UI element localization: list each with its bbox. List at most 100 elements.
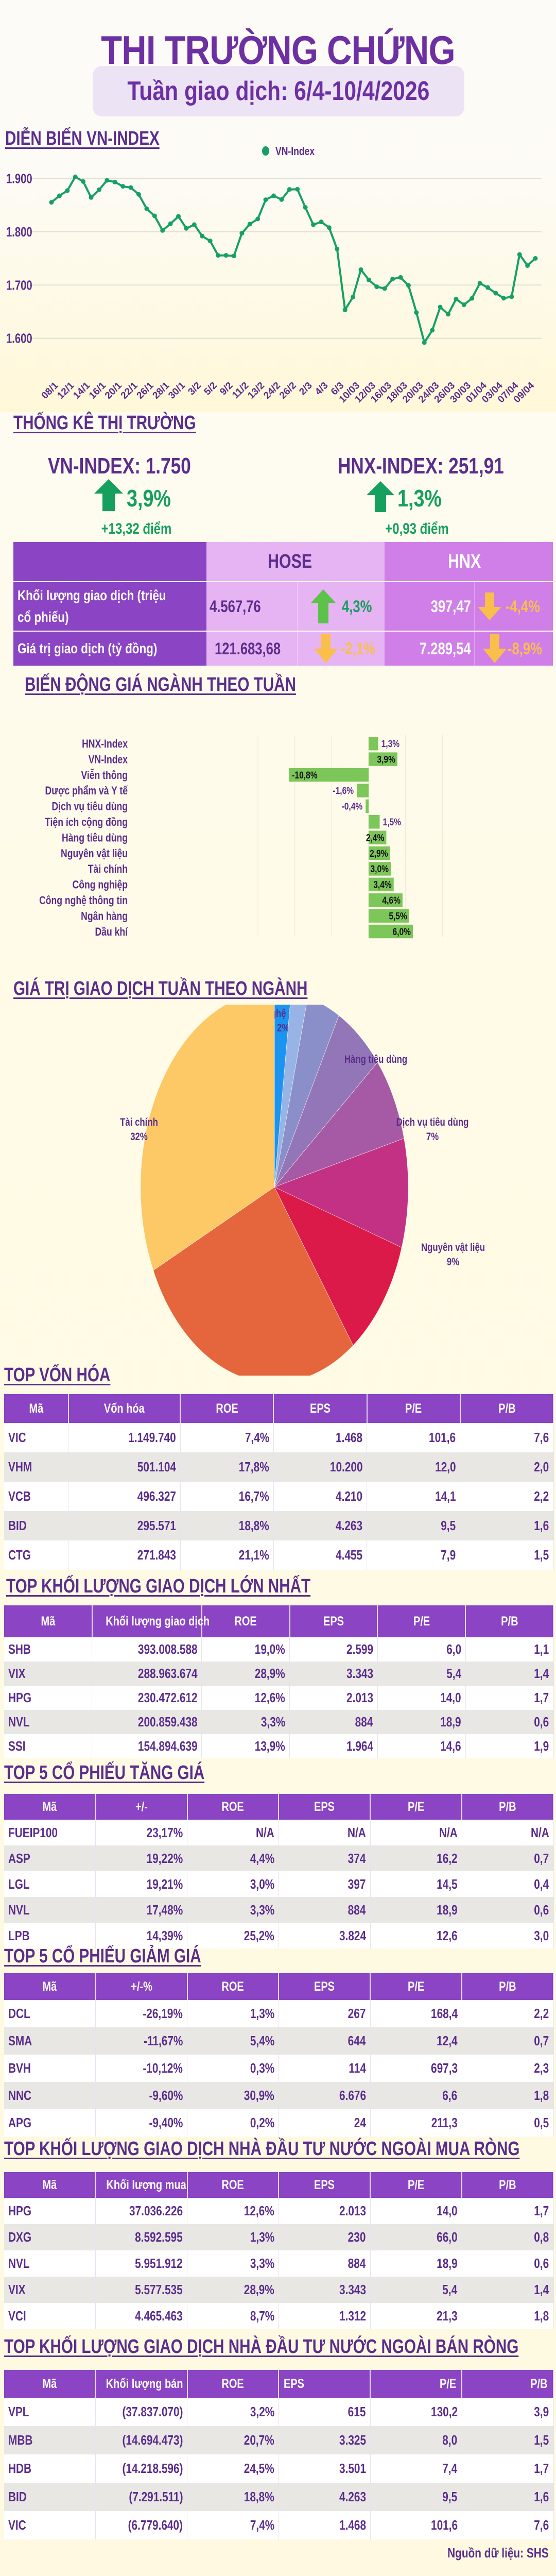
column-header[interactable]: P/E [370, 2370, 463, 2398]
table-row[interactable]: HPG 37.036.226 12,6% 2.013 14,0 1,7 [4, 2198, 554, 2224]
column-header[interactable]: Vốn hóa [68, 1394, 181, 1423]
column-header[interactable]: ROE [201, 1605, 290, 1637]
table-row[interactable]: APG -9,40% 0,2% 24 211,3 0,5 [4, 2109, 554, 2137]
column-header[interactable]: P/B [462, 1794, 554, 1820]
table-row[interactable]: VIX 288.963.674 28,9% 3.343 5,4 1,4 [4, 1662, 554, 1686]
table-row[interactable]: DCL -26,19% 1,3% 267 168,4 2,2 [4, 2000, 554, 2027]
table-cell: 288.963.674 [92, 1662, 202, 1686]
column-header[interactable]: EPS [289, 1605, 378, 1637]
column-header[interactable]: +/-% [95, 1973, 188, 2000]
column-header[interactable]: P/E [370, 2172, 463, 2198]
column-header[interactable]: Mã [4, 2370, 96, 2398]
column-header[interactable]: P/E [377, 1605, 466, 1637]
table-cell: 130,2 [370, 2398, 462, 2426]
column-header[interactable]: Khối lượng mua [95, 2172, 188, 2198]
table-cell: 697,3 [370, 2055, 462, 2082]
data-point [96, 187, 101, 192]
ticker-cell: LPB [4, 1923, 96, 1948]
category-label: Công nghiệp [73, 879, 128, 891]
data-point [390, 277, 395, 282]
data-point [358, 267, 363, 272]
column-header[interactable]: +/- [95, 1794, 188, 1820]
column-header[interactable]: Mã [4, 1794, 96, 1820]
table-cell: 18,9 [370, 2250, 462, 2277]
column-header[interactable]: P/B [460, 1394, 554, 1423]
table-row[interactable]: DXG 8.592.595 1,3% 230 66,0 0,8 [4, 2224, 554, 2250]
table-cell: 3.343 [289, 1662, 378, 1686]
cell-value: 3,3% [260, 1714, 286, 1730]
table-row[interactable]: BVH -10,12% 0,3% 114 697,3 2,3 [4, 2055, 554, 2082]
column-header[interactable]: P/E [367, 1394, 461, 1423]
data-point [184, 226, 189, 231]
table-row[interactable]: LPB 14,39% 25,2% 3.824 12,6 3,0 [4, 1923, 554, 1948]
x-tick-label: 20/1 [103, 380, 124, 401]
column-header[interactable]: EPS [279, 1794, 371, 1820]
table-cell: 1,6 [460, 1511, 554, 1540]
table-row[interactable]: HDB (14.218.596) 24,5% 3.501 7,4 1,7 [4, 2454, 554, 2483]
column-header-label: +/-% [130, 1979, 152, 1994]
category-label: Tài chính [88, 863, 128, 875]
column-header[interactable]: P/B [462, 1973, 554, 2000]
data-point [207, 239, 213, 244]
table-cell: 5.951.912 [95, 2250, 188, 2277]
table-row[interactable]: SSI 154.894.639 13,9% 1.964 14,6 1,9 [4, 1734, 554, 1758]
column-header[interactable]: EPS [273, 1394, 368, 1423]
table-row[interactable]: HPG 230.472.612 12,6% 2.013 14,0 1,7 [4, 1686, 554, 1710]
table-row[interactable]: LGL 19,21% 3,0% 397 14,5 0,4 [4, 1871, 554, 1897]
column-header[interactable]: ROE [187, 1794, 280, 1820]
column-header-label: EPS [314, 1799, 335, 1814]
table-row[interactable]: VPL (37.837.070) 3,2% 615 130,2 3,9 [4, 2398, 554, 2426]
table-row[interactable]: VIX 5.577.535 28,9% 3.343 5,4 1,4 [4, 2277, 554, 2303]
table-row[interactable]: BID 295.571 18,8% 4.263 9,5 1,6 [4, 1511, 554, 1540]
category-label: Hàng tiêu dùng [62, 832, 128, 844]
column-header[interactable]: EPS [279, 2172, 371, 2198]
table-row[interactable]: MBB (14.694.473) 20,7% 3.325 8,0 1,5 [4, 2426, 554, 2454]
table-row[interactable]: NVL 200.859.438 3,3% 884 18,9 0,6 [4, 1710, 554, 1734]
cell-value: 114 [349, 2060, 366, 2076]
table-row[interactable]: NVL 5.951.912 3,3% 884 18,9 0,6 [4, 2250, 554, 2277]
column-header[interactable]: EPS [279, 2370, 371, 2398]
table-row[interactable]: NVL 17,48% 3,3% 884 18,9 0,6 [4, 1897, 554, 1923]
column-header[interactable]: P/B [465, 1605, 554, 1637]
column-header-label: ROE [234, 1614, 257, 1629]
column-header[interactable]: Mã [4, 2172, 96, 2198]
table-cell: 17,8% [180, 1452, 274, 1482]
table-row[interactable]: SHB 393.008.588 19,0% 2.599 6,0 1,1 [4, 1637, 554, 1662]
column-header[interactable]: Mã [4, 1394, 69, 1423]
column-header[interactable]: P/E [370, 1973, 463, 2000]
table-row[interactable]: BID (7.291.511) 18,8% 4.263 9,5 1,6 [4, 2483, 554, 2511]
column-header[interactable]: Mã [4, 1605, 93, 1637]
column-header[interactable]: Mã [4, 1973, 96, 2000]
section-title-market-stats: THỐNG KÊ THỊ TRƯỜNG [13, 412, 196, 434]
table-row[interactable]: CTG 271.843 21,1% 4.455 7,9 1,5 [4, 1540, 554, 1570]
table-row[interactable]: FUEIP100 23,17% N/A N/A N/A N/A [4, 1820, 554, 1845]
column-header[interactable]: ROE [187, 2370, 280, 2398]
table-row[interactable]: VHM 501.104 17,8% 10.200 12,0 2,0 [4, 1452, 554, 1482]
table-cell: 1,5 [460, 1540, 554, 1570]
table-row[interactable]: VCB 496.327 16,7% 4.210 14,1 2,2 [4, 1482, 554, 1511]
column-header[interactable]: P/B [462, 2172, 554, 2198]
table-row[interactable]: VCI 4.465.463 8,7% 1.312 21,3 1,8 [4, 2303, 554, 2329]
bar-value-label: 2,4% [366, 832, 384, 843]
column-header[interactable]: P/B [462, 2370, 554, 2398]
table-cell: -11,67% [95, 2027, 188, 2055]
table-row[interactable]: ASP 19,22% 4,4% 374 16,2 0,7 [4, 1845, 554, 1871]
column-header[interactable]: P/E [370, 1794, 463, 1820]
table-row[interactable]: NNC -9,60% 30,9% 6.676 6,6 1,8 [4, 2082, 554, 2109]
column-header[interactable]: Khối lượng giao dịch [92, 1605, 210, 1637]
column-header[interactable]: ROE [187, 1973, 280, 2000]
table-row[interactable]: VIC 1.149.740 7,4% 1.468 101,6 7,6 [4, 1423, 554, 1452]
column-header[interactable]: ROE [180, 1394, 274, 1423]
table-cell: 295.571 [68, 1511, 181, 1540]
column-header[interactable]: ROE [187, 2172, 280, 2198]
table-cell: 2,2 [460, 1482, 554, 1511]
cell-value: 230 [348, 2229, 366, 2245]
column-header[interactable]: EPS [279, 1973, 371, 2000]
sector-bar [369, 877, 394, 891]
table-cell: 4,4% [187, 1845, 279, 1871]
table-row[interactable]: SMA -11,67% 5,4% 644 12,4 0,7 [4, 2027, 554, 2055]
pie-slice [274, 1187, 402, 1346]
table-cell: 8,0 [370, 2426, 462, 2454]
table-row[interactable]: VIC (6.779.640) 7,4% 1.468 101,6 7,6 [4, 2511, 554, 2539]
column-header[interactable]: Khối lượng bán [95, 2370, 188, 2398]
